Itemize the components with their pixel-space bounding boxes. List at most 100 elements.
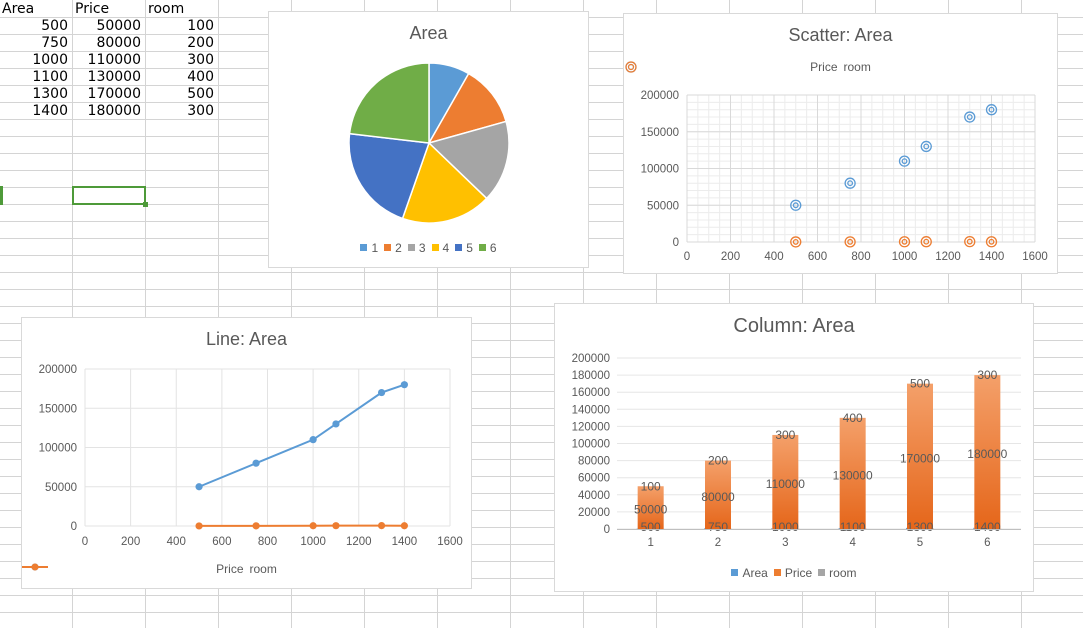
cell-price[interactable]: 50000 <box>96 18 141 34</box>
cell-area[interactable]: 1300 <box>32 86 68 102</box>
column-bar-area <box>636 528 638 530</box>
cell-room[interactable]: 400 <box>187 69 214 85</box>
column-bar <box>907 383 933 529</box>
cell-area[interactable]: 750 <box>41 35 68 51</box>
x-tick-label: 1600 <box>437 536 463 548</box>
header-cell-area[interactable]: Area <box>2 1 35 17</box>
column-bar-area <box>973 527 975 529</box>
x-tick-label: 1400 <box>392 536 418 548</box>
pie-slice <box>401 141 488 224</box>
scatter-chart-legend: Price room <box>624 60 1057 74</box>
x-tick-label: 600 <box>808 251 827 263</box>
pie-chart-plot <box>348 62 510 224</box>
data-label-area: 500 <box>641 520 661 534</box>
legend-label: 3 <box>418 240 426 255</box>
scatter-point <box>844 177 856 189</box>
fill-handle[interactable] <box>143 202 148 207</box>
selected-cell[interactable] <box>72 186 148 207</box>
line-point <box>332 522 340 530</box>
x-tick-label: 6 <box>984 537 990 549</box>
x-tick-label: 1000 <box>300 536 326 548</box>
scatter-point <box>790 199 802 211</box>
cell-price[interactable]: 170000 <box>87 86 141 102</box>
cell-room[interactable]: 300 <box>187 52 214 68</box>
pie-chart-title: Area <box>409 23 448 43</box>
series-line <box>198 383 405 488</box>
scatter-point-inner <box>792 238 799 245</box>
x-tick-label: 0 <box>684 251 690 263</box>
legend-item: 4 <box>431 241 449 255</box>
row-selection-marker <box>0 186 3 205</box>
legend-swatch <box>384 244 392 251</box>
y-tick-label: 20000 <box>578 507 610 519</box>
data-label-room: 100 <box>641 479 661 493</box>
cell-price[interactable]: 110000 <box>87 52 141 68</box>
scatter-point-inner <box>966 238 973 245</box>
x-tick-label: 4 <box>849 537 856 549</box>
header-cell-price[interactable]: Price <box>75 1 110 17</box>
data-label-price: 170000 <box>900 451 940 465</box>
scatter-point <box>898 236 911 248</box>
cell-price[interactable]: 130000 <box>87 69 141 85</box>
cell-room[interactable]: 100 <box>187 18 214 34</box>
pie-slice <box>427 120 510 200</box>
scatter-point <box>844 236 856 248</box>
scatter-chart[interactable]: Scatter: Area Price room 0 200 400 600 800 100… <box>623 13 1058 274</box>
cell-price[interactable]: 180000 <box>87 103 141 119</box>
pie-slice <box>348 62 430 144</box>
legend-item: room <box>818 566 857 580</box>
cell-price[interactable]: 80000 <box>96 35 141 51</box>
pie-slice <box>427 72 507 145</box>
y-tick-label: 150000 <box>641 127 679 139</box>
scatter-chart-plot: 0 200 400 600 800 1000 1200 1400 1600 0 50000 10000… <box>641 90 1048 263</box>
x-tick-label: 3 <box>782 537 788 549</box>
y-tick-label: 80000 <box>578 456 610 468</box>
scatter-point-inner <box>792 202 799 209</box>
x-tick-label: 0 <box>82 536 88 548</box>
line-point <box>377 522 386 530</box>
y-tick-label: 100000 <box>572 439 610 451</box>
y-tick-label: 160000 <box>572 387 610 399</box>
x-tick-label: 5 <box>917 537 923 549</box>
legend-swatch <box>360 244 368 251</box>
cell-area[interactable]: 1000 <box>32 52 68 68</box>
column-bar <box>974 375 1001 529</box>
legend-label: room <box>249 562 277 576</box>
cell-area[interactable]: 1400 <box>32 103 68 119</box>
cell-area[interactable]: 1100 <box>32 69 68 85</box>
data-label-area: 750 <box>708 520 728 534</box>
scatter-point <box>964 235 976 248</box>
y-tick-label: 0 <box>71 521 77 533</box>
legend-swatch <box>773 569 781 576</box>
legend-item: 6 <box>478 241 497 255</box>
legend-label: 1 <box>371 240 379 255</box>
line-point <box>332 420 340 428</box>
cell-room[interactable]: 500 <box>187 86 214 102</box>
scatter-point-inner <box>988 106 995 113</box>
scatter-point <box>985 236 998 248</box>
y-tick-label: 0 <box>673 237 679 249</box>
header-cell-room[interactable]: room <box>148 1 185 17</box>
line-chart[interactable]: Line: Area 0 200 400 600 800 1000 1200 1400 1600… <box>21 317 472 589</box>
data-label-area: 1100 <box>840 520 866 534</box>
cell-room[interactable]: 200 <box>187 35 214 51</box>
cell-area[interactable]: 500 <box>41 18 68 34</box>
legend-swatch <box>478 244 486 251</box>
legend-label: Area <box>742 565 768 580</box>
scatter-point-inner <box>923 143 930 150</box>
data-label-price: 130000 <box>833 468 873 482</box>
cell-room[interactable]: 300 <box>187 103 214 119</box>
y-tick-label: 100000 <box>641 164 679 176</box>
data-label-area: 1400 <box>974 520 1001 534</box>
data-label-price: 110000 <box>766 477 805 491</box>
pie-chart[interactable]: Area 1 2 3 4 5 6 <box>268 11 589 268</box>
column-chart[interactable]: Column: Area 0 20000 40000 60000 80000 100000… <box>554 303 1034 592</box>
x-tick-label: 200 <box>721 251 740 263</box>
legend-swatch <box>407 244 415 251</box>
column-chart-title: Column: Area <box>733 315 855 337</box>
legend-item: 1 <box>360 241 378 255</box>
line-point <box>195 522 203 530</box>
column-bar-area <box>838 528 840 529</box>
data-label-price: 80000 <box>701 490 735 504</box>
legend-item: room <box>625 60 871 74</box>
